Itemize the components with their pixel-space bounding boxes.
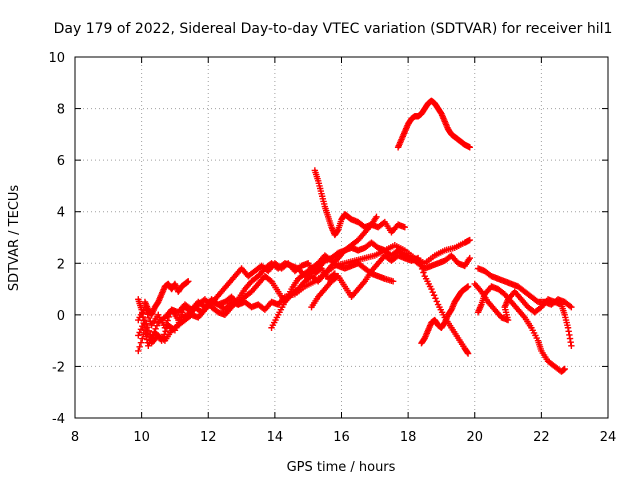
data-point [137,326,145,333]
y-tick-label: -4 [52,412,65,427]
data-point [373,213,380,221]
data-point [433,298,440,305]
y-axis-label: SDTVAR / TECUs [7,185,22,292]
series-s2 [135,239,473,342]
data-point [414,254,422,262]
data-point [466,254,473,262]
data-point [466,236,473,244]
series-s5 [141,278,192,319]
data-point [389,278,397,285]
data-point [416,258,423,265]
y-tick-label: -2 [52,360,65,375]
chart-title: Day 179 of 2022, Sidereal Day-to-day VTE… [54,21,613,37]
data-markers [135,97,575,375]
y-tick-label: 10 [48,51,65,66]
data-point [136,329,143,336]
data-point [568,342,575,349]
data-point [185,278,192,285]
data-point [561,365,568,373]
series-s10 [418,283,472,347]
y-tick-label: 4 [57,206,65,221]
data-point [162,328,169,335]
data-point [464,283,472,290]
data-point [135,347,142,355]
data-point [136,343,143,351]
y-tick-label: 6 [57,154,65,169]
x-tick-label: 18 [400,430,417,445]
y-tick-label: 8 [57,103,65,118]
data-point [144,330,151,338]
x-tick-label: 10 [133,430,150,445]
data-point [143,327,150,335]
data-point [568,303,575,311]
x-tick-label: 12 [200,430,217,445]
series-s13 [471,280,575,349]
grid-lines [75,57,608,418]
data-point [141,324,149,331]
x-tick-label: 24 [600,430,617,445]
data-point [418,265,426,273]
data-point [137,339,145,346]
data-point [430,292,438,299]
data-point [417,262,424,269]
series-s9 [394,97,473,151]
data-point [464,350,472,357]
x-axis-label: GPS time / hours [287,460,396,475]
x-tick-label: 22 [533,430,550,445]
data-point [135,332,142,339]
data-point [139,335,146,342]
data-point [566,302,574,310]
data-point [420,269,427,276]
series-s7 [308,252,472,357]
y-tick-label: 2 [57,257,65,272]
y-tick-label: 0 [57,309,65,324]
data-point [145,333,153,341]
data-point [428,285,435,293]
data-point [401,223,408,231]
data-point [432,295,439,302]
plot-frame [74,56,609,419]
data-point [153,322,161,329]
x-tick-label: 16 [333,430,350,445]
series-s8 [311,167,408,239]
x-tick-label: 8 [71,430,79,445]
data-point [466,144,473,151]
data-point [429,288,436,296]
x-tick-label: 20 [466,430,483,445]
x-tick-label: 14 [267,430,284,445]
